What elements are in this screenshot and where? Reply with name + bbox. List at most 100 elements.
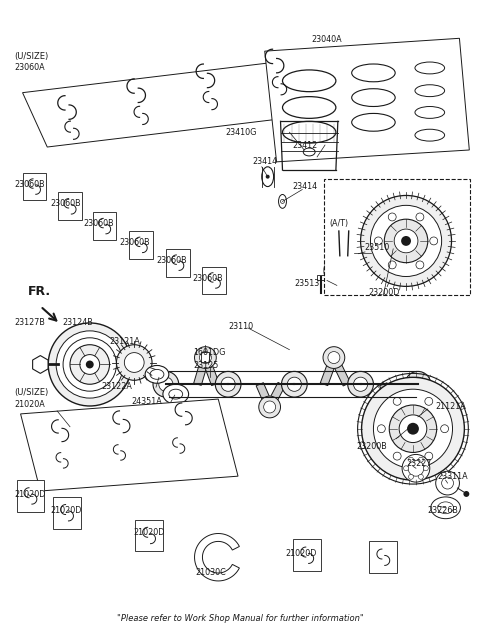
Bar	[129, 231, 153, 259]
Circle shape	[266, 175, 270, 179]
Text: 1601DG: 1601DG	[193, 348, 226, 357]
Text: 21121A: 21121A	[436, 403, 467, 412]
Text: 23311A: 23311A	[438, 472, 468, 481]
Circle shape	[373, 389, 453, 468]
Bar	[324, 179, 470, 295]
Ellipse shape	[145, 365, 169, 383]
Circle shape	[374, 237, 383, 245]
Circle shape	[159, 377, 173, 391]
Text: "Please refer to Work Shop Manual for further information": "Please refer to Work Shop Manual for fu…	[117, 614, 363, 623]
Circle shape	[402, 454, 430, 482]
Text: 23412: 23412	[292, 141, 318, 150]
Polygon shape	[33, 356, 48, 373]
Circle shape	[423, 466, 428, 471]
Text: 23510: 23510	[364, 243, 390, 252]
Bar	[370, 541, 397, 573]
Circle shape	[394, 229, 418, 253]
Circle shape	[371, 205, 442, 276]
Circle shape	[387, 403, 399, 415]
Circle shape	[199, 351, 211, 364]
Circle shape	[416, 213, 424, 221]
Circle shape	[328, 351, 340, 364]
Circle shape	[288, 377, 301, 391]
Circle shape	[463, 491, 469, 497]
Circle shape	[430, 237, 438, 245]
Text: 23060B: 23060B	[156, 256, 187, 265]
Polygon shape	[390, 383, 409, 411]
Circle shape	[404, 466, 408, 471]
Text: 23124B: 23124B	[62, 319, 93, 328]
Text: 23060A: 23060A	[14, 63, 45, 72]
Text: (A/T): (A/T)	[329, 219, 348, 228]
Circle shape	[350, 284, 358, 292]
Circle shape	[419, 474, 423, 479]
Text: 24351A: 24351A	[131, 397, 162, 406]
Polygon shape	[23, 58, 334, 147]
Text: 23414: 23414	[292, 182, 317, 191]
Circle shape	[408, 474, 413, 479]
Circle shape	[377, 425, 385, 433]
Bar	[166, 249, 190, 276]
Text: 23226B: 23226B	[428, 506, 459, 515]
Circle shape	[360, 195, 452, 286]
Text: 23110: 23110	[228, 323, 253, 332]
Circle shape	[264, 401, 276, 413]
Ellipse shape	[431, 497, 460, 518]
Circle shape	[384, 219, 428, 262]
Circle shape	[259, 396, 280, 418]
Text: 23127B: 23127B	[14, 319, 46, 328]
Text: 23227: 23227	[406, 459, 432, 468]
Text: 23060B: 23060B	[120, 239, 150, 248]
Text: 23122A: 23122A	[102, 381, 132, 391]
Circle shape	[407, 423, 419, 435]
Circle shape	[216, 371, 241, 397]
Polygon shape	[266, 383, 285, 409]
Circle shape	[124, 353, 144, 372]
Text: 23060B: 23060B	[14, 180, 45, 189]
Circle shape	[63, 338, 117, 391]
Circle shape	[441, 425, 448, 433]
Bar	[23, 173, 46, 200]
Ellipse shape	[163, 384, 189, 404]
Text: 23125: 23125	[193, 361, 219, 370]
Circle shape	[393, 452, 401, 460]
Circle shape	[389, 405, 437, 452]
Circle shape	[80, 355, 100, 374]
Circle shape	[86, 360, 94, 369]
Text: 23200D: 23200D	[369, 288, 400, 297]
Circle shape	[419, 457, 423, 462]
Circle shape	[117, 345, 152, 380]
Circle shape	[425, 452, 433, 460]
Text: 21020A: 21020A	[14, 399, 46, 408]
Text: 23060B: 23060B	[84, 219, 114, 228]
Circle shape	[194, 347, 216, 369]
Circle shape	[361, 378, 464, 480]
Circle shape	[281, 371, 307, 397]
Polygon shape	[330, 356, 350, 386]
Text: 23200B: 23200B	[357, 442, 387, 451]
Circle shape	[401, 236, 411, 246]
Circle shape	[354, 377, 368, 391]
Text: 23410G: 23410G	[225, 128, 256, 137]
Text: 23060B: 23060B	[50, 199, 81, 208]
Circle shape	[408, 457, 413, 462]
Bar	[203, 267, 226, 294]
Circle shape	[388, 213, 396, 221]
Text: 23060B: 23060B	[192, 274, 223, 283]
Text: 23414: 23414	[253, 157, 278, 166]
Circle shape	[411, 377, 425, 391]
Text: 21020D: 21020D	[50, 506, 82, 515]
Polygon shape	[202, 356, 219, 386]
Bar	[58, 193, 82, 220]
Text: 23513: 23513	[294, 279, 320, 288]
Text: (U/SIZE): (U/SIZE)	[14, 388, 49, 397]
Circle shape	[405, 371, 431, 397]
Polygon shape	[256, 383, 273, 408]
Circle shape	[399, 415, 427, 443]
Bar	[135, 520, 163, 551]
Text: (U/SIZE): (U/SIZE)	[14, 52, 49, 61]
Circle shape	[383, 398, 404, 420]
Circle shape	[388, 261, 396, 269]
Text: 23121A: 23121A	[109, 337, 140, 346]
Text: FR.: FR.	[27, 285, 50, 298]
